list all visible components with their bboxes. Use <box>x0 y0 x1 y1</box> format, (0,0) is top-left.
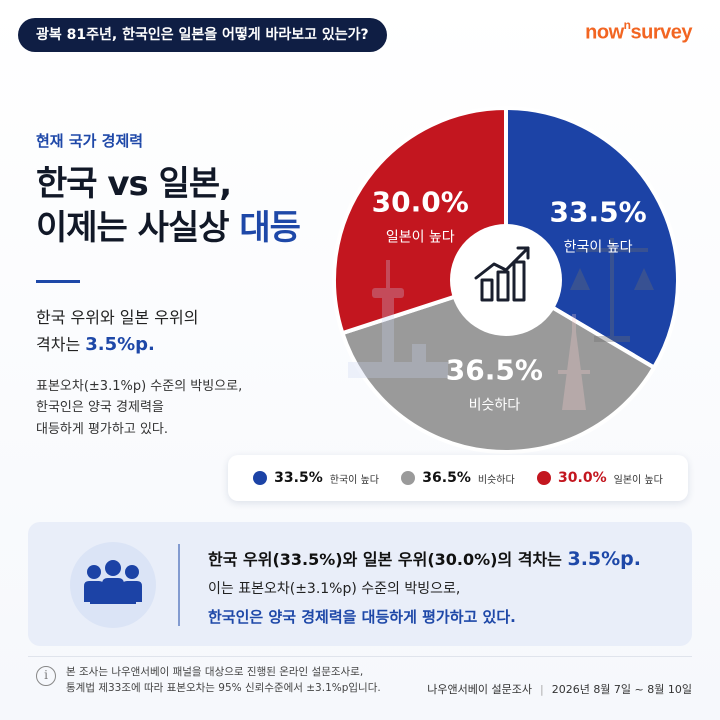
seoul-tower-silhouette <box>348 260 448 378</box>
pie-value-label-1: 36.5% <box>446 353 543 386</box>
pie-value-label-0: 33.5% <box>550 195 647 228</box>
people-icon-bg <box>70 542 156 628</box>
margin-note: 표본오차(±3.1%p) 수준의 박빙으로, 한국인은 양국 경제력을 대등하게… <box>36 376 306 440</box>
summary-gap-value: 3.5%p. <box>567 548 641 570</box>
gap-line1: 한국 우위와 일본 우위의 <box>36 308 199 327</box>
legend-label-0: 한국이 높다 <box>329 474 379 486</box>
gap-statement: 한국 우위와 일본 우위의 격차는 3.5%p. <box>36 306 316 359</box>
pie-labels: 33.5% 한국이 높다 36.5% 비슷하다 30.0% 일본이 높다 <box>372 186 647 414</box>
headline-line2: 이제는 사실상 대등 <box>36 206 336 250</box>
headline-accent: 대등 <box>239 208 301 249</box>
brand-tail: survey <box>630 21 693 44</box>
headline-divider <box>36 280 80 283</box>
source-separator: | <box>539 683 544 696</box>
people-icon <box>84 560 142 604</box>
brand-sup: n <box>623 18 631 32</box>
legend-swatch-0 <box>253 471 268 485</box>
chart-legend: 33.5% 한국이 높다 36.5% 비슷하다 30.0% 일본이 높다 <box>228 455 688 501</box>
summary-line1: 한국 우위(33.5%)와 일본 우위(30.0%)의 격차는 3.5%p. <box>208 546 641 570</box>
headline: 한국 vs 일본, 이제는 사실상 대등 <box>36 162 336 250</box>
summary-divider <box>178 544 180 626</box>
info-icon: i <box>36 666 56 686</box>
note-line2: 한국인은 양국 경제력을 <box>36 400 164 416</box>
brand-main: now <box>585 21 624 44</box>
summary-line1-prefix: 한국 우위(33.5%)와 일본 우위(30.0%)의 격차는 <box>208 550 568 569</box>
headline-line2-plain: 이제는 사실상 <box>36 208 240 249</box>
legend-item-1: 36.5% 비슷하다 <box>401 470 515 486</box>
source-name: 나우앤서베이 설문조사 <box>427 683 532 696</box>
footnote-line2: 통계법 제33조에 따라 표본오차는 95% 신뢰수준에서 ±3.1%p입니다. <box>66 682 381 695</box>
section-eyebrow: 현재 국가 경제력 <box>36 132 144 150</box>
note-line3: 대등하게 평가하고 있다. <box>36 421 168 437</box>
chart-growth-icon <box>474 246 530 302</box>
legend-item-2: 30.0% 일본이 높다 <box>537 470 663 486</box>
pie-category-label-0: 한국이 높다 <box>564 239 633 255</box>
legend-value-0: 33.5% <box>274 470 323 486</box>
tokyo-tower-silhouette <box>558 314 590 410</box>
footer-divider <box>28 656 692 657</box>
pie-chart: 33.5% 한국이 높다 36.5% 비슷하다 30.0% 일본이 높다 <box>326 100 686 460</box>
pie-center-hole <box>450 224 562 336</box>
pie-category-label-2: 일본이 높다 <box>386 230 455 246</box>
title-pill: 광복 81주년, 한국인은 일본을 어떻게 바라보고 있는가? <box>18 18 387 52</box>
legend-swatch-1 <box>401 471 416 485</box>
scales-silhouette <box>570 238 654 342</box>
legend-value-1: 36.5% <box>422 470 471 486</box>
gap-line2-prefix: 격차는 <box>36 334 86 354</box>
summary-line3: 한국인은 양국 경제력을 대등하게 평가하고 있다. <box>208 608 516 626</box>
summary-panel: 한국 우위(33.5%)와 일본 우위(30.0%)의 격차는 3.5%p. 이… <box>28 522 692 646</box>
headline-line1: 한국 vs 일본, <box>36 164 232 204</box>
legend-value-2: 30.0% <box>558 470 607 486</box>
legend-item-0: 33.5% 한국이 높다 <box>253 470 379 486</box>
gap-line2: 격차는 3.5%p. <box>36 331 316 359</box>
source-credit: 나우앤서베이 설문조사 | 2026년 8월 7일 ~ 8월 10일 <box>427 681 692 697</box>
pie-value-label-2: 30.0% <box>372 186 469 219</box>
pie-category-label-1: 비슷하다 <box>469 397 521 413</box>
pie-svg: 33.5% 한국이 높다 36.5% 비슷하다 30.0% 일본이 높다 <box>332 105 680 454</box>
note-line1: 표본오차(±3.1%p) 수준의 박빙으로, <box>36 379 243 394</box>
methodology-note: 본 조사는 나우앤서베이 패널을 대상으로 진행된 온라인 설문조사로, 통계법… <box>66 664 426 697</box>
gap-value: 3.5%p. <box>85 333 155 355</box>
survey-date: 2026년 8월 7일 ~ 8월 10일 <box>551 683 692 696</box>
brand-logo: nownsurvey <box>585 18 693 45</box>
pie-slice-1 <box>339 277 657 454</box>
footnote-line1: 본 조사는 나우앤서베이 패널을 대상으로 진행된 온라인 설문조사로, <box>66 666 364 678</box>
legend-label-2: 일본이 높다 <box>613 474 663 486</box>
legend-label-1: 비슷하다 <box>477 474 515 486</box>
legend-swatch-2 <box>537 471 552 485</box>
summary-line2: 이는 표본오차(±3.1%p) 수준의 박빙으로, <box>208 581 461 597</box>
